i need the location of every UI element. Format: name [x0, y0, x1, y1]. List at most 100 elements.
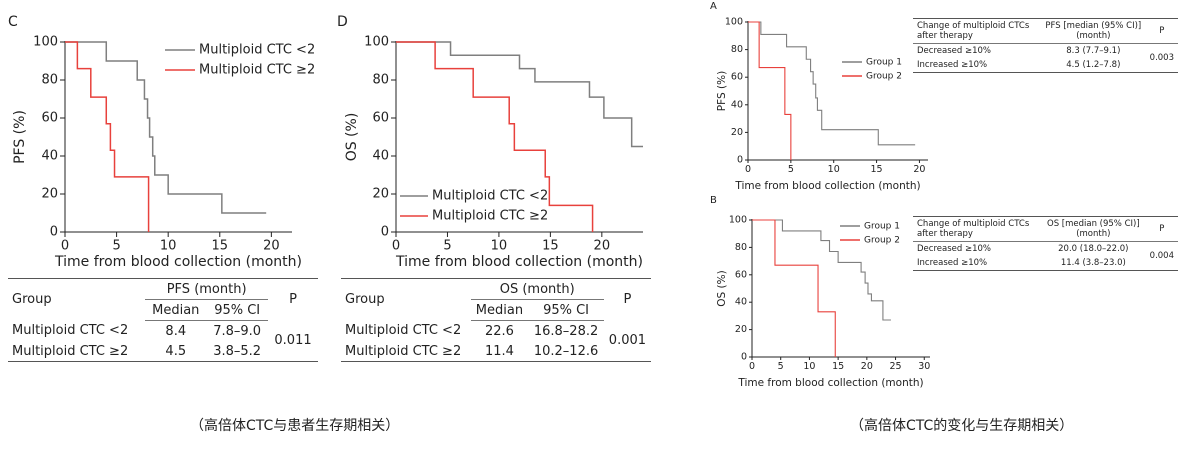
results-table: Group OS (month) P Median 95% CI Multiploid C… — [341, 278, 651, 362]
legend-label: Multiploid CTC ≥2 — [432, 209, 548, 224]
header-row: Group PFS (month) P — [8, 278, 318, 307]
x-tick-label: 30 — [918, 361, 930, 372]
table-cell: 20.0 (18.0–22.0) — [1058, 244, 1129, 254]
table-cell: 22.6 — [484, 323, 514, 339]
header-cell: Change of multiploid CTCs after therapy — [913, 18, 1041, 44]
y-tick-label: 0 — [741, 352, 747, 363]
survival-curve — [752, 219, 836, 357]
x-tick-label: 5 — [443, 239, 451, 254]
panel-label: B — [710, 195, 717, 206]
header-cell: Group — [12, 292, 52, 308]
header-cell: P — [623, 292, 632, 308]
x-tick-label: 10 — [828, 164, 840, 175]
legend-label: Group 2 — [864, 236, 900, 246]
x-tick-label: 15 — [871, 164, 883, 175]
survival-curve — [396, 41, 594, 232]
x-tick-label: 15 — [832, 361, 844, 372]
results-table: Group PFS (month) P Median 95% CI Multiploid … — [8, 278, 318, 362]
y-tick-label: 40 — [372, 149, 389, 164]
y-tick-label: 0 — [381, 225, 389, 240]
x-tick-label: 0 — [749, 361, 755, 372]
y-tick-label: 60 — [735, 269, 747, 280]
table-cell: Multiploid CTC ≥2 — [12, 343, 129, 359]
header-cell: P — [289, 292, 297, 308]
table-row: Multiploid CTC ≥2 4.5 3.8–5.2 — [8, 341, 318, 362]
caption: （高倍体CTC与患者生存期相关） — [190, 418, 400, 434]
y-tick-label: 0 — [737, 155, 743, 166]
legend-label: Multiploid CTC <2 — [199, 43, 315, 58]
x-tick-label: 5 — [112, 239, 120, 254]
header-row: Change of multiploid CTCs after therapy O… — [913, 216, 1178, 242]
header-row: Median 95% CI — [8, 299, 318, 321]
survival-curve — [748, 21, 916, 146]
x-tick-label: 0 — [745, 164, 751, 175]
x-tick-label: 20 — [861, 361, 873, 372]
y-tick-label: 100 — [33, 35, 58, 50]
x-axis-label: Time from blood collection (month) — [54, 254, 302, 270]
x-tick-label: 5 — [788, 164, 794, 175]
table-row: Multiploid CTC ≥2 11.4 10.2–12.6 — [341, 341, 651, 362]
legend-label: Group 2 — [866, 72, 902, 82]
p-value: 0.011 — [274, 333, 312, 349]
x-tick-label: 10 — [803, 361, 815, 372]
table-cell: 8.3 (7.7–9.1) — [1066, 46, 1121, 56]
header-cell: OS [median (95% CI)] (month) — [1041, 216, 1146, 242]
table-row: Multiploid CTC <2 8.4 7.8–9.0 0.011 — [8, 321, 318, 348]
y-axis-label: OS (%) — [344, 113, 360, 162]
survival-curve — [65, 41, 267, 214]
panel-label: C — [8, 14, 18, 30]
y-tick-label: 20 — [41, 187, 58, 202]
table-row: Decreased ≥10% 20.0 (18.0–22.0) 0.004 — [913, 242, 1178, 261]
x-tick-label: 15 — [542, 239, 559, 254]
y-tick-label: 80 — [731, 44, 743, 55]
results-table: Change of multiploid CTCs after therapy P… — [913, 18, 1178, 73]
header-row: Median 95% CI — [341, 299, 651, 321]
header-cell: PFS [median (95% CI)] (month) — [1041, 18, 1146, 44]
legend-label: Group 1 — [866, 58, 902, 68]
table-row: Multiploid CTC <2 22.6 16.8–28.2 0.001 — [341, 321, 651, 348]
x-tick-label: 10 — [160, 239, 177, 254]
x-tick-label: 20 — [913, 164, 925, 175]
x-tick-label: 25 — [890, 361, 902, 372]
panel-label: D — [337, 14, 348, 30]
header-cell: 95% CI — [528, 299, 604, 321]
y-tick-label: 20 — [372, 187, 389, 202]
table-cell: 11.4 (3.8–23.0) — [1060, 258, 1126, 268]
survival-curve — [748, 21, 792, 160]
table-cell: Increased ≥10% — [917, 258, 988, 268]
legend-label: Multiploid CTC <2 — [432, 189, 548, 204]
y-tick-label: 20 — [735, 324, 747, 335]
header-cell: PFS (month) — [145, 278, 269, 300]
header-cell: P — [1145, 216, 1178, 242]
header-cell: P — [1145, 18, 1178, 44]
table-cell: Multiploid CTC <2 — [345, 323, 462, 339]
y-tick-label: 60 — [41, 111, 58, 126]
table-cell: 8.4 — [165, 323, 187, 339]
table-row: Increased ≥10% 11.4 (3.8–23.0) — [913, 256, 1178, 271]
survival-curve — [65, 41, 150, 232]
panel-label: A — [710, 1, 717, 12]
header-cell: Group — [345, 292, 385, 308]
y-tick-label: 40 — [731, 99, 743, 110]
table-cell: Multiploid CTC ≥2 — [345, 343, 462, 359]
y-tick-label: 100 — [725, 17, 743, 28]
legend-label: Group 1 — [864, 222, 900, 232]
y-tick-label: 40 — [735, 297, 747, 308]
table-cell: 4.5 (1.2–7.8) — [1066, 60, 1121, 70]
y-tick-label: 100 — [729, 215, 747, 226]
table-cell: Increased ≥10% — [917, 60, 988, 70]
table-cell: Multiploid CTC <2 — [12, 323, 129, 339]
x-tick-label: 0 — [61, 239, 69, 254]
table-cell: 11.4 — [484, 343, 514, 359]
x-axis-label: Time from blood collection (month) — [734, 180, 920, 192]
header-row: Change of multiploid CTCs after therapy P… — [913, 18, 1178, 44]
y-tick-label: 0 — [50, 225, 58, 240]
p-value: 0.004 — [1149, 251, 1174, 261]
table-cell: 10.2–12.6 — [533, 343, 599, 359]
x-tick-label: 20 — [594, 239, 611, 254]
legend-label: Multiploid CTC ≥2 — [199, 63, 315, 78]
p-value: 0.001 — [608, 333, 647, 349]
caption: （高倍体CTC的变化与生存期相关） — [850, 418, 1074, 434]
